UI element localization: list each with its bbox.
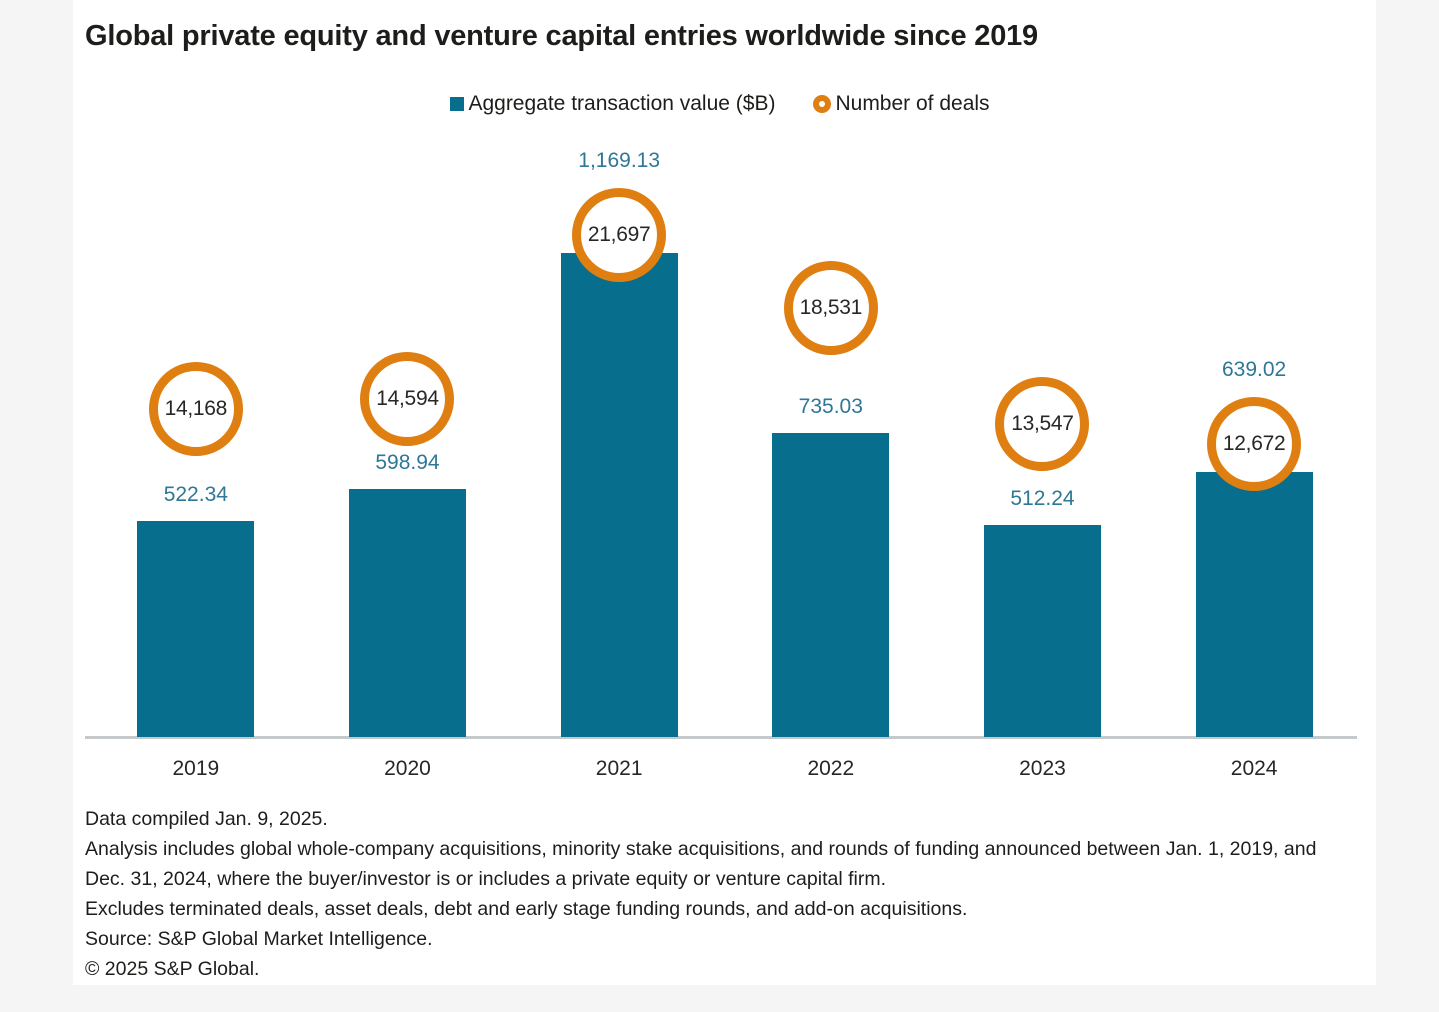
- bar-2024: [1195, 472, 1313, 737]
- x-tick-2021: 2021: [595, 757, 643, 780]
- value-label-2020: 598.94: [375, 451, 440, 475]
- bar-2019: [137, 520, 255, 737]
- footnote-copyright: © 2025 S&P Global.: [85, 958, 260, 980]
- deals-marker-2019: 14,168: [148, 362, 243, 457]
- chart-title: Global private equity and venture capita…: [85, 20, 1038, 52]
- x-tick-2020: 2020: [384, 757, 431, 780]
- deals-label-2022: 18,531: [799, 296, 863, 320]
- x-tick-2019: 2019: [172, 757, 220, 780]
- deals-label-2023: 13,547: [1011, 411, 1074, 435]
- legend-label: Number of deals: [835, 92, 990, 115]
- footnote-data-compiled: Data compiled Jan. 9, 2025.: [85, 808, 328, 830]
- footnote-source: Source: S&P Global Market Intelligence.: [85, 928, 433, 950]
- footnotes: Data compiled Jan. 9, 2025. Analysis inc…: [85, 804, 1341, 984]
- legend-label: Aggregate transaction value ($B): [468, 92, 776, 115]
- deals-label-2021: 21,697: [587, 223, 651, 246]
- value-label-2021: 1,169.13: [578, 149, 661, 172]
- x-axis-line: [85, 736, 1357, 739]
- deals-marker-2021: 21,697: [572, 188, 667, 282]
- deals-marker-2024: 12,672: [1207, 396, 1302, 491]
- legend-item-transaction-value: Aggregate transaction value ($B): [450, 92, 775, 116]
- footnote-exclusions: Excludes terminated deals, asset deals, …: [85, 898, 968, 920]
- legend-item-number-of-deals: Number of deals: [813, 92, 990, 116]
- value-label-2022: 735.03: [798, 394, 863, 418]
- chart-legend: Aggregate transaction value ($B) Number …: [85, 92, 1355, 116]
- bar-2020: [348, 489, 466, 737]
- deals-label-2019: 14,168: [164, 397, 228, 421]
- bar-2022: [772, 432, 890, 737]
- x-tick-2023: 2023: [1019, 757, 1066, 780]
- chart-card-background: [73, 0, 1376, 985]
- deals-marker-2022: 18,531: [783, 261, 878, 356]
- value-label-2023: 512.24: [1010, 486, 1075, 510]
- deals-label-2020: 14,594: [376, 387, 439, 411]
- deals-marker-2020: 14,594: [360, 352, 455, 447]
- value-label-2019: 522.34: [163, 482, 228, 506]
- bar-2021: [560, 253, 678, 737]
- deals-label-2024: 12,672: [1222, 431, 1286, 455]
- x-tick-2022: 2022: [807, 757, 855, 780]
- value-label-2024: 639.02: [1222, 357, 1287, 381]
- bar-2023: [983, 524, 1101, 737]
- footnote-analysis-scope: Analysis includes global whole-company a…: [85, 838, 1317, 890]
- x-tick-2024: 2024: [1230, 757, 1278, 780]
- circle-series-swatch-icon: [813, 95, 832, 113]
- deals-marker-2023: 13,547: [995, 376, 1090, 471]
- bar-series-swatch-icon: [450, 97, 465, 111]
